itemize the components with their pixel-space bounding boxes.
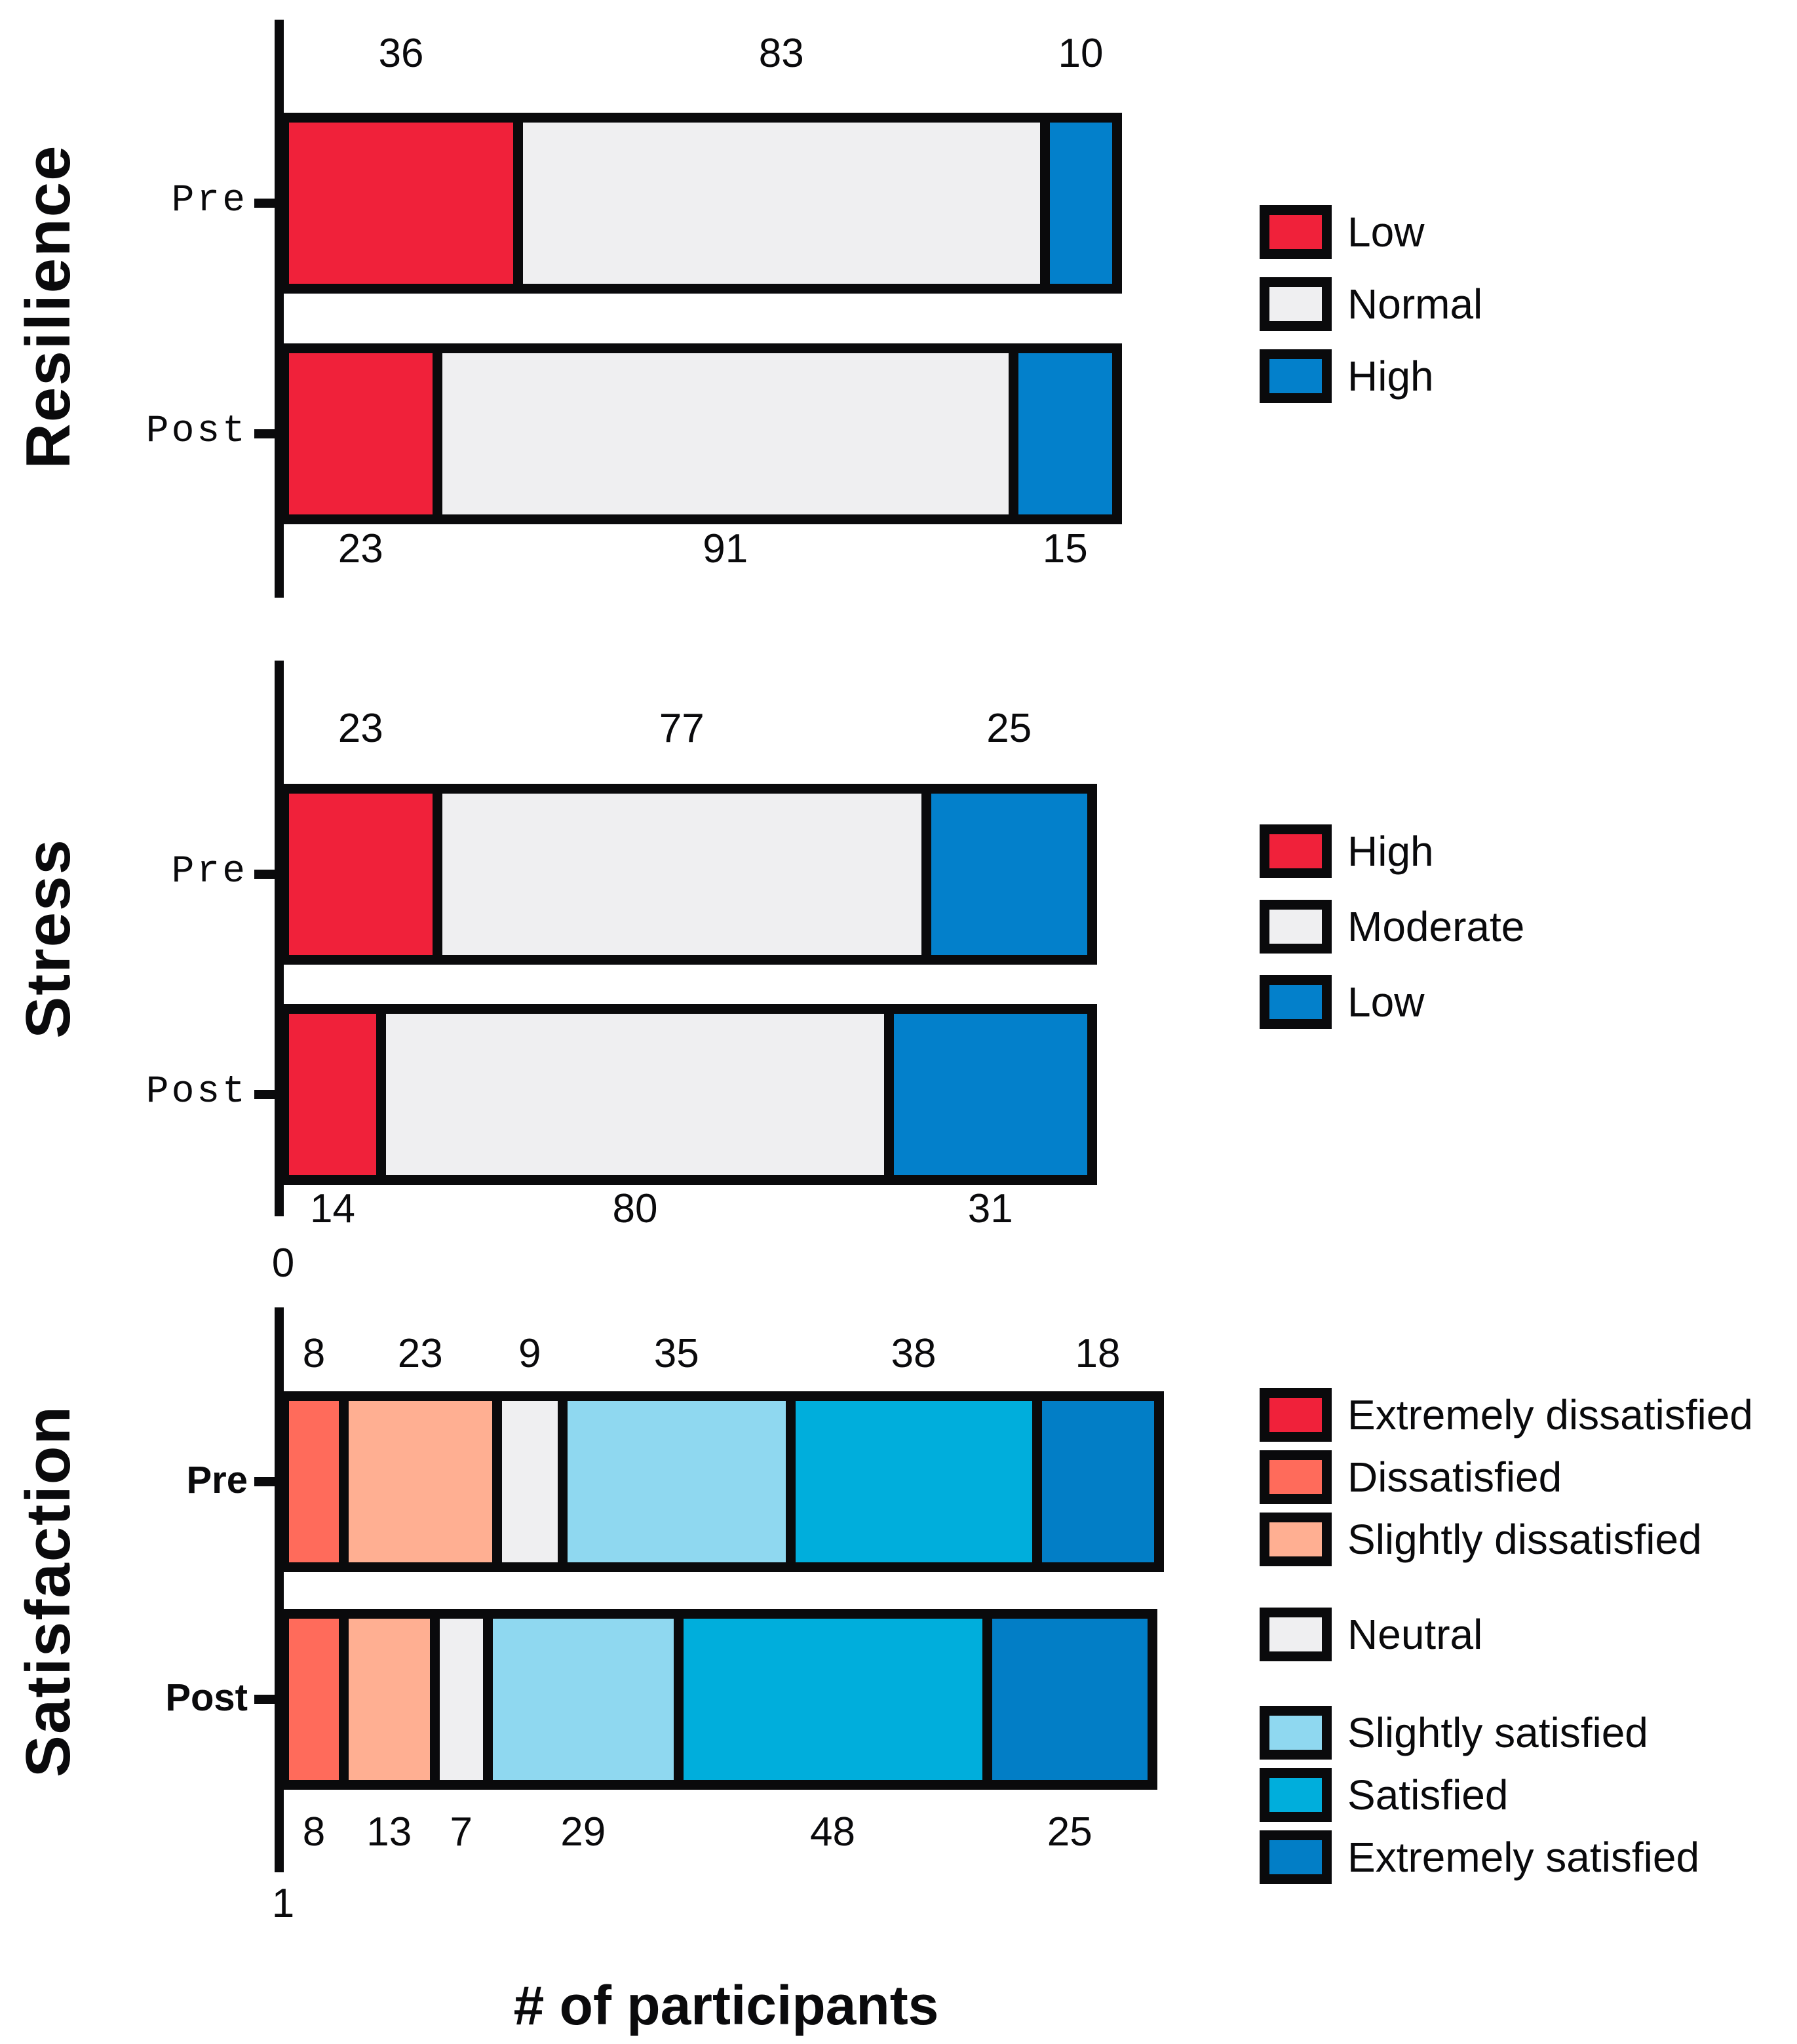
stacked-bar-post — [279, 1609, 1157, 1790]
legend-swatch — [1260, 1388, 1332, 1442]
stacked-bar-pre — [279, 113, 1122, 294]
segment-value-label: 80 — [612, 1186, 658, 1231]
segment-value-label: 8 — [302, 1809, 326, 1855]
segment-value-label: 23 — [397, 1331, 443, 1376]
bar-segment — [1018, 353, 1112, 514]
segment-value-label: 83 — [758, 31, 804, 76]
segment-value-label: 36 — [378, 31, 424, 76]
tick-mark — [254, 199, 279, 208]
bar-segment — [1041, 1401, 1154, 1562]
legend-label: High — [1347, 828, 1434, 875]
legend-swatch — [1260, 1706, 1332, 1760]
segment-value-label: 7 — [450, 1809, 473, 1855]
segment-value-label: 18 — [1075, 1331, 1121, 1376]
legend-label: Moderate — [1347, 903, 1525, 950]
tick-label-post: Post — [145, 1071, 248, 1113]
legend-label: Low — [1347, 208, 1425, 256]
segment-value-label: 15 — [1042, 526, 1088, 571]
legend-swatch — [1260, 1768, 1332, 1822]
tick-label-post: Post — [145, 410, 248, 453]
legend-label: Normal — [1347, 280, 1483, 328]
legend-label: Slightly satisfied — [1347, 1709, 1648, 1756]
legend-swatch — [1260, 1450, 1332, 1504]
tick-label-pre: Pre — [171, 180, 248, 222]
segment-value-label: 91 — [703, 526, 748, 571]
tick-mark — [254, 429, 279, 438]
legend-label: Slightly dissatisfied — [1347, 1516, 1702, 1563]
x-axis-title: # of participants — [513, 1975, 939, 2036]
bar-segment — [289, 794, 433, 955]
stacked-bar-post — [279, 343, 1122, 524]
bar-segment — [1049, 123, 1112, 284]
bar-segment — [289, 353, 433, 514]
stacked-bar-pre — [279, 1391, 1164, 1572]
bar-segment — [931, 794, 1087, 955]
bar-segment — [894, 1014, 1087, 1175]
bar-segment — [501, 1401, 558, 1562]
bar-segment — [439, 1619, 483, 1780]
legend-swatch — [1260, 824, 1332, 878]
legend-swatch — [1260, 1608, 1332, 1661]
bar-segment — [493, 1619, 674, 1780]
bar-segment — [386, 1014, 884, 1175]
legend-label: Extremely satisfied — [1347, 1834, 1700, 1881]
tick-label-pre: Pre — [186, 1459, 248, 1501]
legend-swatch — [1260, 975, 1332, 1029]
legend-swatch — [1260, 1513, 1332, 1566]
legend-label: Neutral — [1347, 1611, 1483, 1658]
legend-label: Dissatisfied — [1347, 1454, 1562, 1501]
bar-segment — [349, 1401, 492, 1562]
tick-mark — [254, 1090, 279, 1099]
legend-label: Extremely dissatisfied — [1347, 1391, 1753, 1438]
segment-value-label: 23 — [338, 526, 383, 571]
axis-origin-label: 1 — [271, 1881, 295, 1926]
legend-swatch — [1260, 1830, 1332, 1884]
segment-value-label: 29 — [560, 1809, 606, 1855]
legend-label: Satisfied — [1347, 1771, 1509, 1819]
bar-segment — [442, 353, 1009, 514]
tick-mark — [254, 1477, 279, 1486]
legend-label: Low — [1347, 978, 1425, 1026]
tick-mark — [254, 870, 279, 879]
bar-segment — [523, 123, 1040, 284]
bar-segment — [795, 1401, 1032, 1562]
segment-value-label: 31 — [967, 1186, 1013, 1231]
bar-segment — [289, 123, 513, 284]
legend-swatch — [1260, 349, 1332, 403]
segment-value-label: 14 — [310, 1186, 355, 1231]
legend-swatch — [1260, 205, 1332, 259]
segment-value-label: 38 — [891, 1331, 937, 1376]
bar-segment — [349, 1619, 430, 1780]
segment-value-label: 25 — [986, 706, 1032, 751]
segment-value-label: 8 — [302, 1331, 326, 1376]
segment-value-label: 10 — [1058, 31, 1104, 76]
legend-swatch — [1260, 277, 1332, 331]
segment-value-label: 25 — [1047, 1809, 1092, 1855]
segment-value-label: 9 — [518, 1331, 541, 1376]
bar-segment — [442, 794, 921, 955]
segment-value-label: 48 — [810, 1809, 855, 1855]
segment-value-label: 13 — [366, 1809, 412, 1855]
stacked-bar-pre — [279, 784, 1097, 965]
bar-segment — [289, 1401, 339, 1562]
bar-segment — [568, 1401, 786, 1562]
legend-label: High — [1347, 353, 1434, 400]
segment-value-label: 35 — [653, 1331, 699, 1376]
segment-value-label: 23 — [338, 706, 383, 751]
bar-segment — [289, 1619, 339, 1780]
tick-label-pre: Pre — [171, 851, 248, 893]
bar-segment — [992, 1619, 1148, 1780]
legend-swatch — [1260, 900, 1332, 954]
bar-segment — [683, 1619, 982, 1780]
stacked-bar-post — [279, 1004, 1097, 1185]
tick-mark — [254, 1695, 279, 1704]
segment-value-label: 77 — [659, 706, 705, 751]
bar-segment — [289, 1014, 376, 1175]
tick-label-post: Post — [165, 1676, 248, 1719]
axis-origin-label: 0 — [271, 1241, 295, 1286]
